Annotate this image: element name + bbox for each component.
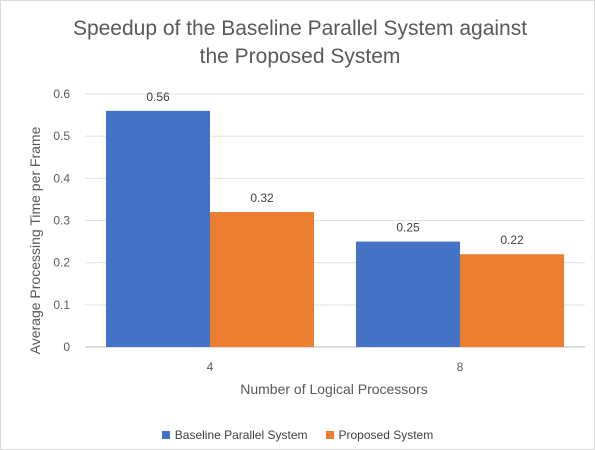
data-label: 0.32	[250, 191, 274, 205]
bar-baseline-4	[106, 110, 210, 347]
x-tick-label: 4	[207, 360, 214, 374]
y-tick-label: 0.6	[53, 87, 70, 101]
legend-label-proposed: Proposed System	[338, 428, 434, 442]
chart-title-line-2: the Proposed System	[199, 45, 401, 68]
legend-label-baseline: Baseline Parallel System	[174, 428, 308, 442]
data-label: 0.56	[146, 90, 170, 104]
y-axis-title: Average Processing Time per Frame	[27, 126, 43, 354]
bar-proposed-4	[210, 212, 314, 347]
y-tick-label: 0.4	[53, 171, 70, 185]
y-tick-label: 0.5	[53, 129, 70, 143]
y-tick-label: 0	[63, 340, 70, 354]
legend-item-proposed: Proposed System	[325, 428, 434, 442]
data-label: 0.25	[396, 221, 420, 235]
bar-baseline-8	[356, 241, 460, 347]
x-axis-title: Number of Logical Processors	[240, 381, 428, 397]
y-tick-label: 0.1	[53, 298, 70, 312]
legend-item-baseline: Baseline Parallel System	[161, 428, 308, 442]
y-tick-label: 0.3	[53, 214, 70, 228]
legend-swatch-baseline	[161, 431, 170, 439]
bar-proposed-8	[460, 254, 564, 347]
data-label: 0.22	[500, 233, 524, 247]
y-tick-label: 0.2	[53, 256, 70, 270]
chart-title-line-1: Speedup of the Baseline Parallel System …	[72, 17, 528, 40]
legend-swatch-proposed	[325, 431, 334, 439]
legend: Baseline Parallel System Proposed System	[0, 428, 595, 442]
x-tick-label: 8	[457, 360, 464, 374]
